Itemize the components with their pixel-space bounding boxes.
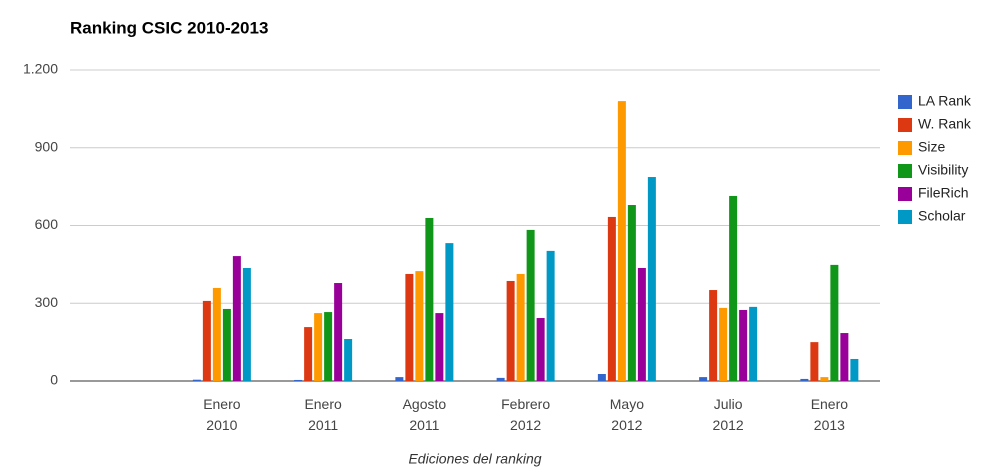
bar: [506, 280, 515, 381]
bar: [395, 377, 404, 381]
bar: [344, 339, 353, 381]
bar: [294, 379, 303, 381]
bar: [850, 358, 859, 381]
bar: [597, 374, 606, 381]
bar: [324, 312, 333, 381]
x-tick-label: Mayo 2012: [609, 396, 644, 433]
legend-swatch: [898, 118, 912, 132]
legend-swatch: [898, 95, 912, 109]
bar: [709, 290, 718, 381]
bar: [810, 342, 819, 381]
bar: [820, 377, 829, 381]
bar: [840, 333, 849, 381]
bar: [212, 287, 221, 381]
bar: [496, 377, 505, 381]
x-tick-label: Agosto 2011: [402, 396, 447, 433]
bar: [536, 318, 545, 381]
x-tick-label: Enero 2013: [810, 396, 849, 433]
legend-label: FileRich: [918, 185, 969, 201]
bar: [516, 273, 525, 381]
bar: [647, 177, 656, 381]
bar: [830, 264, 839, 381]
bar: [699, 377, 708, 381]
bar: [242, 268, 251, 381]
x-tick-label: Enero 2011: [304, 396, 342, 433]
legend-swatch: [898, 141, 912, 155]
legend-label: W. Rank: [918, 116, 972, 132]
bar: [314, 313, 323, 381]
y-tick-label: 300: [35, 294, 59, 310]
y-tick-label: 0: [50, 372, 58, 388]
bar: [304, 327, 313, 381]
bar: [202, 300, 211, 381]
bar: [405, 273, 414, 381]
legend-swatch: [898, 210, 912, 224]
bar: [435, 313, 444, 381]
bar: [546, 250, 555, 381]
bar: [749, 306, 758, 381]
legend-label: Scholar: [918, 208, 966, 224]
bar: [445, 243, 454, 381]
bar: [192, 379, 201, 381]
bar: [719, 307, 728, 381]
bar: [334, 283, 343, 381]
legend-label: Size: [918, 139, 945, 155]
bar: [415, 271, 424, 381]
bar: [729, 195, 738, 381]
chart-title: Ranking CSIC 2010-2013: [70, 18, 268, 37]
bar: [627, 205, 636, 381]
bar: [425, 217, 434, 381]
bar: [222, 308, 231, 381]
bar: [526, 229, 535, 381]
x-tick-label: Enero 2010: [203, 396, 241, 433]
bar: [617, 101, 626, 381]
bar: [800, 378, 809, 381]
bar: [232, 256, 241, 381]
bar: [739, 309, 748, 381]
y-tick-label: 900: [35, 138, 59, 154]
legend-label: Visibility: [918, 162, 968, 178]
x-axis-label: Ediciones del ranking: [408, 451, 541, 467]
bar: [607, 216, 616, 381]
bar: [637, 268, 646, 381]
y-tick-label: 600: [35, 216, 59, 232]
legend-label: LA Rank: [918, 93, 972, 109]
y-tick-label: 1.200: [23, 61, 58, 77]
legend-swatch: [898, 187, 912, 201]
x-tick-label: Julio 2012: [712, 396, 744, 433]
x-tick-label: Febrero 2012: [501, 396, 551, 433]
legend-swatch: [898, 164, 912, 178]
